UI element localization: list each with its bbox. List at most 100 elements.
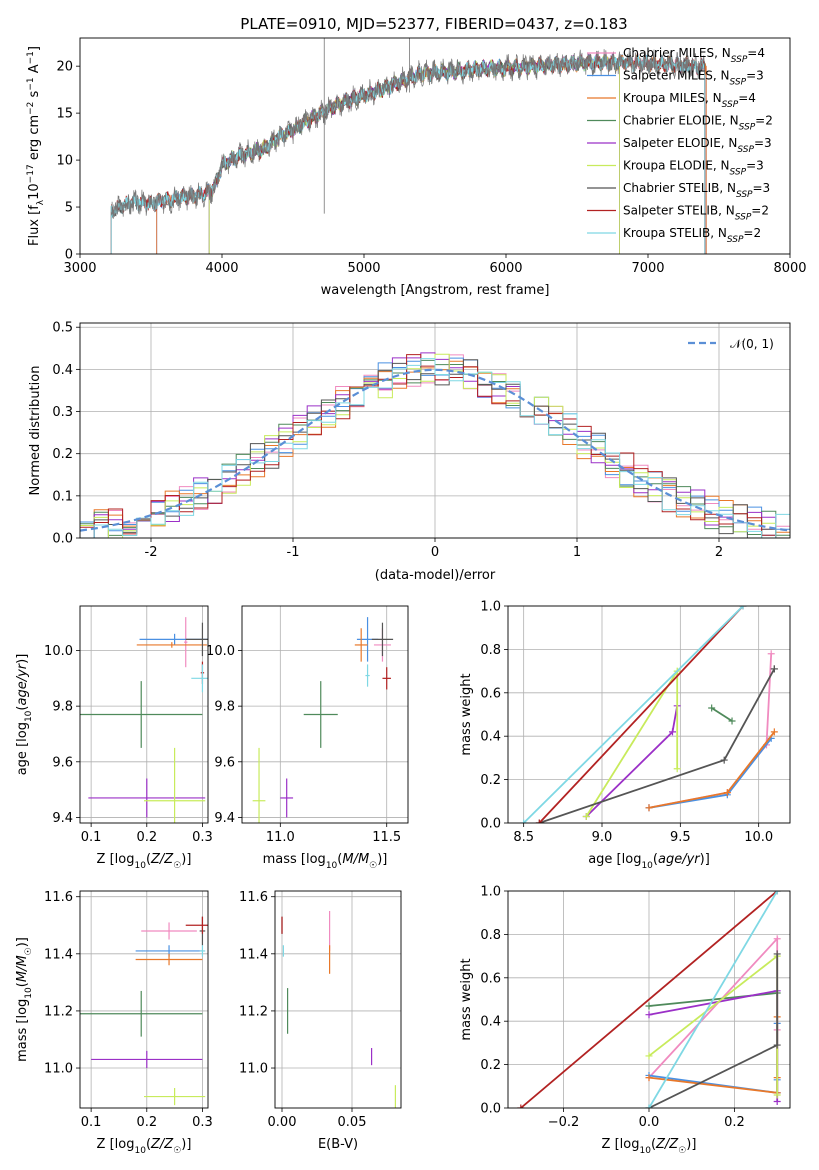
- y-axis-label: Normed distribution: [28, 366, 43, 496]
- weight-marker: [645, 1011, 653, 1019]
- x-axis-label: E(B-V): [318, 1137, 358, 1152]
- y-tick-label: 0.6: [480, 971, 501, 986]
- y-axis-label: mass weight: [459, 958, 474, 1040]
- x-tick-label: 0.0: [639, 1115, 660, 1130]
- weight-line: [538, 606, 744, 823]
- observed-spectrum-line: [110, 48, 706, 219]
- x-axis-label: Z [log10(Z/Z☉)]: [97, 852, 192, 871]
- x-tick-label: 0.2: [136, 1115, 157, 1130]
- weight-marker: [767, 650, 775, 658]
- error-bar-point: [354, 628, 368, 662]
- chart-layer: 3000 4000 5000 6000 7000 800005101520waveleng…: [15, 37, 807, 1156]
- x-tick-label: 2: [715, 545, 723, 560]
- y-tick-label: 11.6: [44, 890, 73, 905]
- y-tick-label: 9.8: [214, 700, 235, 715]
- weight-marker: [739, 606, 747, 610]
- axes-frame: [79, 605, 209, 824]
- error-bar-point: [144, 747, 206, 823]
- x-tick-label: 6000: [489, 261, 522, 276]
- x-axis-label: mass [log10(M/M☉)]: [263, 852, 388, 871]
- plot-area: [80, 352, 790, 538]
- y-axis-label: mass [log10(M/M☉)]: [15, 937, 34, 1062]
- weight-line: [648, 891, 778, 1108]
- y-tick-label: 11.4: [239, 947, 268, 962]
- y-tick-label: 9.6: [214, 755, 235, 770]
- weight-series: [708, 704, 736, 725]
- y-tick-label: 9.8: [52, 700, 73, 715]
- weight-marker: [582, 812, 590, 820]
- weight-marker: [723, 789, 731, 797]
- normal-curve: [80, 368, 790, 532]
- y-tick-label: 10.0: [44, 644, 73, 659]
- weight-marker: [645, 1052, 653, 1060]
- x-tick-label: 0.05: [338, 1115, 367, 1130]
- plot-area: [281, 910, 396, 1108]
- x-tick-label: -2: [145, 545, 158, 560]
- plot-area: [80, 617, 208, 823]
- error-bar-point: [135, 953, 203, 966]
- error-bar-point: [371, 622, 394, 657]
- x-tick-label: 11.0: [266, 830, 295, 845]
- y-tick-label: 0: [65, 248, 73, 263]
- y-tick-label: 0.3: [52, 405, 73, 420]
- legend-label: Kroupa MILES, NSSP=4: [623, 91, 756, 110]
- x-tick-label: 1: [573, 545, 581, 560]
- y-tick-label: 0.4: [480, 1015, 501, 1030]
- x-tick-label: 7000: [631, 261, 664, 276]
- weight-marker: [770, 665, 778, 673]
- figure-title: PLATE=0910, MJD=52377, FIBERID=0437, z=0…: [240, 15, 627, 33]
- y-tick-label: 5: [65, 201, 73, 216]
- y-tick-label: 11.0: [239, 1062, 268, 1077]
- x-axis-label: age [log10(age/yr)]: [588, 852, 710, 871]
- weight-series: [645, 728, 778, 812]
- y-tick-label: 1.0: [480, 600, 501, 615]
- weight-marker: [673, 765, 681, 773]
- axes-frame: [507, 605, 791, 824]
- weight-marker: [669, 728, 676, 736]
- y-axis-label: Flux [fλ10−17 erg cm−2 s−1 A−1]: [26, 46, 46, 246]
- error-bar-point: [365, 664, 370, 687]
- error-bar-point: [136, 642, 207, 648]
- y-axis-label: age [log10(age/yr)]: [15, 654, 34, 776]
- legend: Chabrier MILES, NSSP=4 Salpeter MILES, NS…: [587, 46, 773, 245]
- plot-area: [252, 617, 394, 823]
- legend-label: 𝒩(0, 1): [730, 337, 774, 351]
- y-tick-label: 0.4: [480, 730, 501, 745]
- y-axis-label: mass weight: [459, 673, 474, 755]
- y-tick-label: 0.2: [480, 773, 501, 788]
- x-tick-label: -1: [287, 545, 300, 560]
- x-tick-label: 0.3: [192, 830, 213, 845]
- x-tick-label: 10.0: [744, 830, 773, 845]
- x-axis-label: Z [log10(Z/Z☉)]: [602, 1137, 697, 1156]
- chart-mass-vs-Z: 0.1 0.2 0.3 11.0 11.2 11.4 11.6 Z [log10(Z/Z☉)]…: [15, 890, 213, 1156]
- x-tick-label: 4000: [205, 261, 238, 276]
- y-tick-label: 0.5: [52, 321, 73, 336]
- error-bar-point: [191, 664, 208, 693]
- chart-mass-weight-vs-age: 8.5 9.0 9.5 10.0 0.0 0.2 0.4 0.6 0.8 1.0 age [log1…: [459, 600, 791, 871]
- y-tick-label: 0.2: [480, 1058, 501, 1073]
- weight-series: [645, 891, 781, 1108]
- x-tick-label: −0.2: [548, 1115, 580, 1130]
- weight-line: [711, 707, 733, 722]
- y-tick-label: 0.1: [52, 489, 73, 504]
- legend-label: Salpeter ELODIE, NSSP=3: [623, 136, 772, 155]
- weight-series: [520, 606, 747, 823]
- x-tick-label: 0.3: [192, 1115, 213, 1130]
- x-tick-label: 9.5: [670, 830, 691, 845]
- legend-label: Salpeter MILES, NSSP=3: [623, 69, 764, 88]
- legend-label: Chabrier MILES, NSSP=4: [623, 46, 765, 65]
- error-bar-point: [80, 990, 203, 1037]
- x-tick-label: 3000: [63, 261, 96, 276]
- error-bar-point: [80, 681, 203, 748]
- error-bar-point: [280, 778, 294, 818]
- weight-marker: [645, 1074, 653, 1082]
- x-tick-label: 5000: [347, 261, 380, 276]
- weight-marker: [535, 819, 543, 823]
- x-tick-label: 0.1: [81, 830, 102, 845]
- legend-label: Kroupa STELIB, NSSP=2: [623, 226, 761, 245]
- y-tick-label: 11.0: [44, 1062, 73, 1077]
- y-tick-label: 11.2: [239, 1004, 268, 1019]
- weight-marker: [645, 1104, 653, 1108]
- residual-histogram: [80, 358, 790, 538]
